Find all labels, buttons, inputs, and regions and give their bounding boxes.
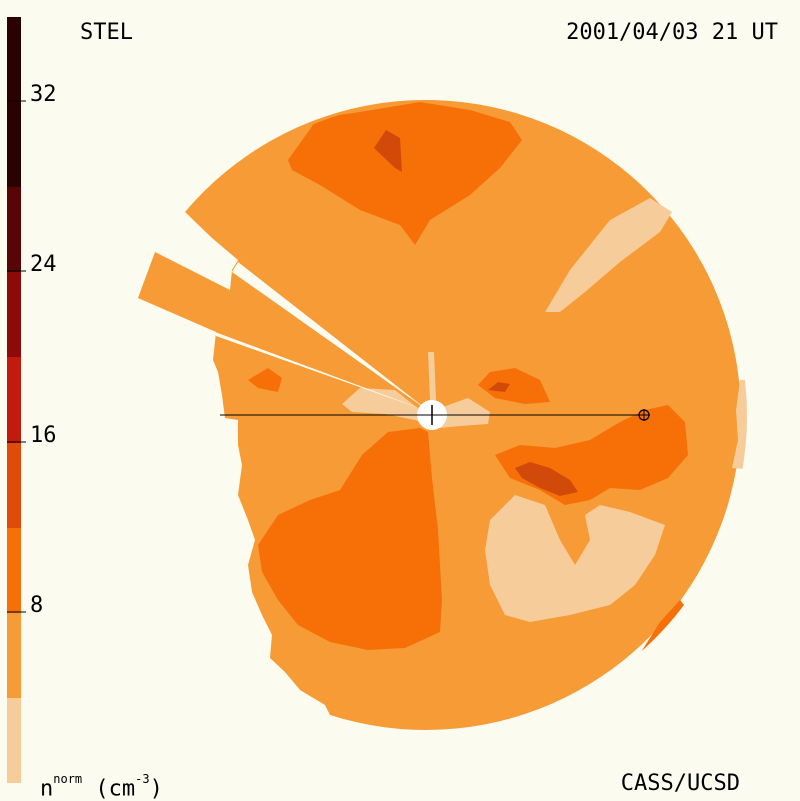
colorbar-segment <box>7 528 21 613</box>
colorbar-segment <box>7 698 21 783</box>
colorbar-segment <box>7 187 21 272</box>
mid-density-region <box>288 102 522 245</box>
quantity-symbol: n <box>40 776 54 801</box>
credit-label: CASS/UCSD <box>620 771 740 796</box>
mid-density-region <box>248 368 282 392</box>
colorbar-segment <box>7 272 21 357</box>
data-gap-wedge <box>232 262 430 412</box>
low-density-region <box>545 198 672 312</box>
colorbar-segment <box>7 613 21 698</box>
high-density-region <box>374 130 402 172</box>
colorbar <box>7 17 26 783</box>
unit-exponent: -3 <box>135 772 150 786</box>
low-density-region <box>732 380 747 470</box>
unit-close: ) <box>149 776 163 801</box>
quantity-superscript: norm <box>53 772 83 786</box>
colorbar-segment <box>7 443 21 528</box>
colorbar-segment <box>7 357 21 443</box>
colorbar-tick-label: 24 <box>30 252 57 277</box>
colorbar-segment <box>7 17 21 187</box>
high-density-region <box>488 382 510 392</box>
colorbar-units-label: nnorm (cm-3) <box>40 772 163 800</box>
low-density-region <box>342 388 490 428</box>
station-label: STEL <box>80 20 133 45</box>
datetime-label: 2001/04/03 21 UT <box>566 20 778 45</box>
colorbar-tick-label: 8 <box>30 593 44 618</box>
data-gap-wedge <box>215 332 430 412</box>
high-density-region <box>515 462 578 496</box>
low-density-region <box>485 495 665 622</box>
colorbar-tick-label: 32 <box>30 82 57 107</box>
unit-open: (cm <box>82 776 136 801</box>
low-density-region <box>428 352 436 400</box>
mid-density-region <box>258 428 442 650</box>
sun-earth-line <box>220 400 650 430</box>
mid-density-region <box>478 368 550 404</box>
colorbar-tick-label: 16 <box>30 423 57 448</box>
